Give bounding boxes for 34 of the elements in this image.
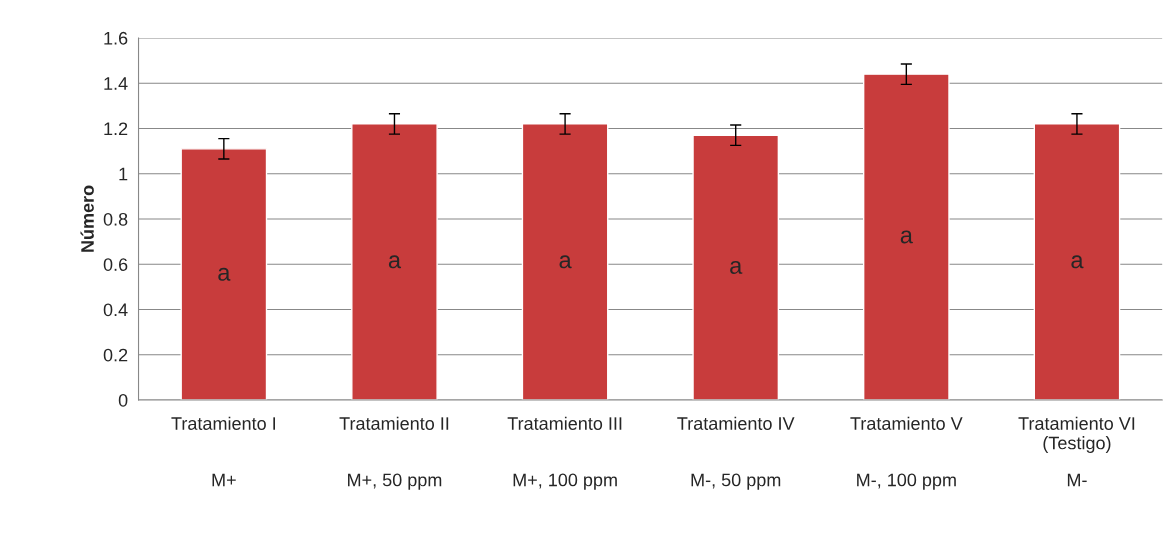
annotation: a xyxy=(218,267,231,281)
bar xyxy=(521,123,609,400)
y-tick-label: 1 xyxy=(119,167,128,181)
y-axis-title: Número xyxy=(80,185,94,252)
text: M-, 100 ppm xyxy=(857,473,956,490)
y-tick-label: 0.4 xyxy=(103,303,128,317)
annotation: a xyxy=(1071,255,1084,269)
y-tick-label: 0.6 xyxy=(103,258,128,271)
y-tick-label: 1.4 xyxy=(104,77,128,90)
y-tick-label: 1.6 xyxy=(104,31,128,45)
annotation: a xyxy=(559,255,572,269)
text: M+, 50 ppm xyxy=(348,473,442,490)
x-tick-label: Tratamiento VI (Testigo) xyxy=(1018,416,1135,453)
x-tick-label: Tratamiento V xyxy=(850,416,963,430)
x-tick-label: Tratamiento II xyxy=(339,416,449,430)
annotation: a xyxy=(730,261,743,274)
y-tick-label: 1.2 xyxy=(104,122,128,135)
bar xyxy=(1033,123,1121,400)
annotation: a xyxy=(900,230,913,244)
bar xyxy=(180,148,268,400)
bar xyxy=(862,73,950,400)
bar xyxy=(692,134,780,400)
annotation: a xyxy=(388,255,402,269)
y-tick-label: 0.8 xyxy=(103,212,128,226)
y-tick-label: 0 xyxy=(118,393,128,407)
text: M+, 100 ppm xyxy=(513,473,617,490)
text: M+ xyxy=(212,473,236,487)
x-tick-label: Tratamiento I xyxy=(171,416,276,430)
text: M- xyxy=(1067,473,1087,487)
bar xyxy=(351,123,438,400)
x-tick-label: Tratamiento III xyxy=(507,416,622,430)
y-tick-label: 0.2 xyxy=(103,348,128,362)
x-tick-label: Tratamiento IV xyxy=(677,416,795,430)
text: M-, 50 ppm xyxy=(691,473,781,490)
